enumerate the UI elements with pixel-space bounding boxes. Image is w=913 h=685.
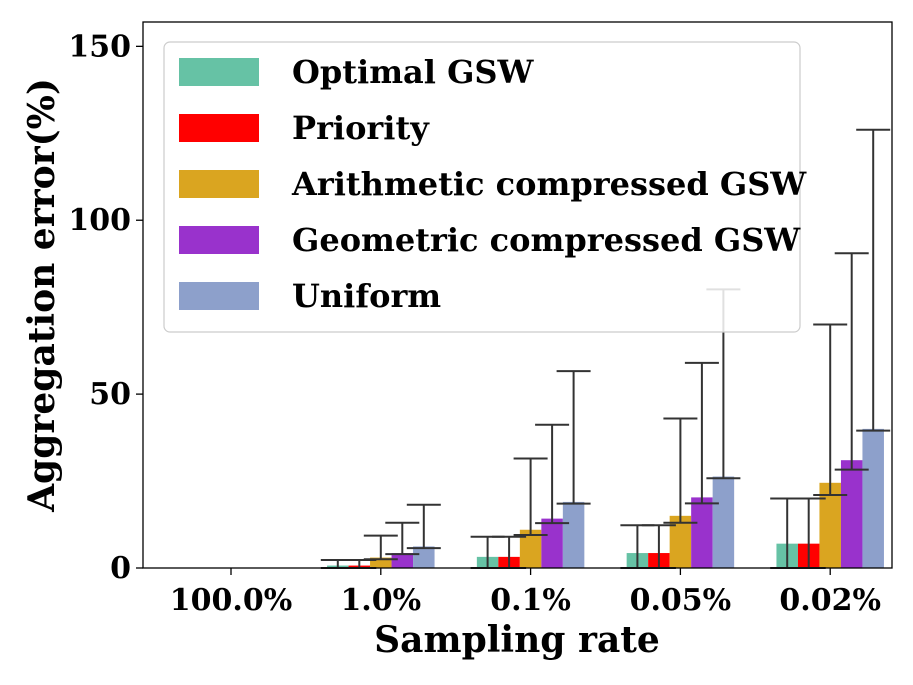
legend-label-arithmetic-compressed-gsw: Arithmetic compressed GSW bbox=[291, 165, 807, 203]
bar-geometric-compressed-gsw-2 bbox=[541, 518, 563, 568]
x-tick-label-2: 0.1% bbox=[490, 583, 571, 618]
bar-uniform-4 bbox=[862, 428, 884, 568]
legend-label-optimal-gsw: Optimal GSW bbox=[292, 53, 535, 91]
bar-uniform-3 bbox=[712, 476, 735, 568]
y-tick-label-1: 50 bbox=[89, 377, 131, 412]
legend-label-geometric-compressed-gsw: Geometric compressed GSW bbox=[292, 221, 801, 259]
x-tick-label-4: 0.02% bbox=[779, 583, 881, 618]
y-axis: 0 50 100 150 bbox=[68, 29, 143, 586]
legend-label-priority: Priority bbox=[292, 109, 430, 147]
legend-swatch-arithmetic-compressed-gsw bbox=[179, 170, 259, 198]
bar-arithmetic-compressed-gsw-2 bbox=[519, 529, 542, 568]
y-tick-label-2: 100 bbox=[68, 203, 131, 238]
legend-box bbox=[163, 41, 801, 333]
x-tick-label-0: 100.0% bbox=[170, 583, 292, 618]
x-tick-label-3: 0.05% bbox=[630, 583, 732, 618]
bar-geometric-compressed-gsw-4 bbox=[840, 460, 863, 568]
y-tick-label-0: 0 bbox=[110, 551, 131, 586]
bars-layer bbox=[327, 428, 884, 568]
bar-geometric-compressed-gsw-3 bbox=[691, 497, 713, 568]
legend-label-uniform: Uniform bbox=[292, 277, 441, 315]
legend-swatch-priority bbox=[179, 114, 259, 142]
y-tick-label-3: 150 bbox=[68, 29, 131, 64]
plot-frame bbox=[142, 21, 893, 569]
bar-uniform-2 bbox=[562, 501, 585, 568]
bar-arithmetic-compressed-gsw-4 bbox=[819, 482, 841, 568]
bar-uniform-1 bbox=[413, 546, 435, 568]
bar-geometric-compressed-gsw-1 bbox=[391, 553, 414, 568]
y-axis-title: Aggregation error(%) bbox=[21, 78, 63, 513]
x-tick-label-1: 1.0% bbox=[340, 583, 421, 618]
x-axis-title: Sampling rate bbox=[374, 619, 660, 661]
bar-arithmetic-compressed-gsw-1 bbox=[370, 557, 392, 568]
legend: Optimal GSW Priority Arithmetic compressed… bbox=[163, 41, 807, 333]
bar-arithmetic-compressed-gsw-3 bbox=[669, 515, 692, 568]
legend-swatch-uniform bbox=[179, 282, 259, 310]
x-axis: 100.0% 1.0% 0.1% 0.05% 0.02% bbox=[170, 568, 881, 618]
legend-swatch-geometric-compressed-gsw bbox=[179, 226, 259, 254]
legend-swatch-optimal-gsw bbox=[179, 58, 259, 86]
